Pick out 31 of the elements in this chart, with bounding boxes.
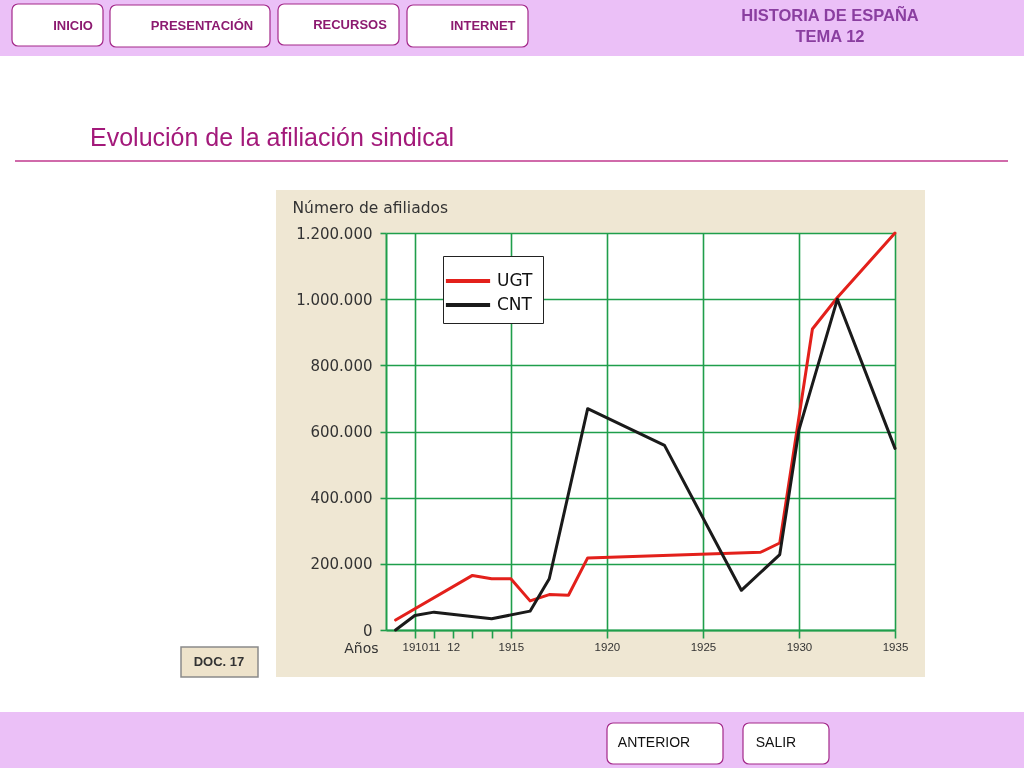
- text: INICIO: [53, 18, 93, 33]
- x-tick-label: 1935: [882, 640, 909, 653]
- legend-label: UGT: [497, 270, 534, 290]
- y-tick-label: 800.000: [310, 356, 373, 375]
- y-tick-label: 400.000: [310, 489, 373, 508]
- y-tick-label: 1.000.000: [296, 290, 373, 309]
- text: TEMA 12: [795, 27, 865, 45]
- x-tick-label: 1910: [402, 640, 429, 653]
- x-tick-label: 1915: [498, 640, 525, 653]
- x-tick-label: 12: [447, 640, 461, 653]
- y-tick-label: 200.000: [310, 555, 373, 574]
- text: PRESENTACIÓN: [150, 18, 254, 33]
- x-axis-title: Años: [344, 639, 379, 656]
- text: HISTORIA DE ESPAÑA: [741, 5, 919, 24]
- text: ANTERIOR: [617, 734, 691, 750]
- y-axis-title: Número de afiliados: [292, 198, 449, 217]
- y-tick-label: 600.000: [310, 423, 373, 441]
- text: SALIR: [755, 734, 797, 750]
- text: RECURSOS: [313, 17, 388, 32]
- chart-title: Evolución de la afiliación sindical: [90, 123, 455, 151]
- x-tick-label: 11: [428, 640, 441, 653]
- text: INTERNET: [450, 18, 516, 33]
- x-tick-label: 1920: [594, 640, 621, 653]
- line-series: [394, 231, 897, 622]
- text: DOC. 17: [193, 654, 245, 669]
- legend-label: CNT: [497, 294, 533, 314]
- line-series: [394, 297, 897, 632]
- x-tick-label: 1925: [690, 640, 717, 653]
- y-tick-label: 1.200.000: [296, 224, 373, 243]
- y-tick-label: 0: [362, 621, 373, 640]
- x-tick-label: 1930: [786, 640, 813, 653]
